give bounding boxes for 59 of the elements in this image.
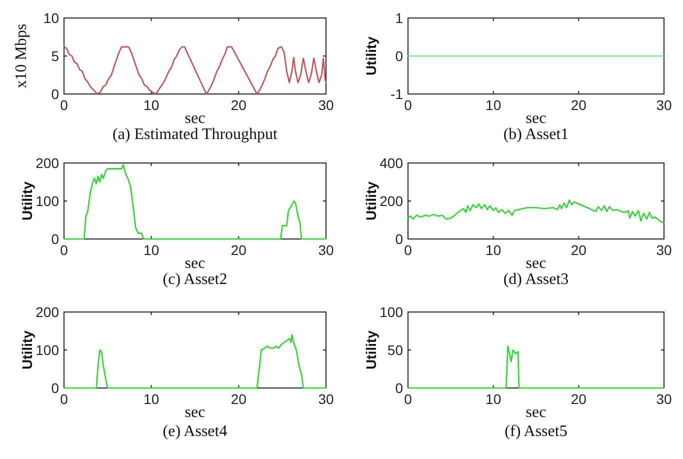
text: (b) Asset1 [503, 126, 569, 143]
x-axis-title: sec [526, 110, 546, 127]
x-axis-title: sec [526, 404, 546, 421]
text: (c) Asset2 [162, 271, 228, 288]
y-tick-label: 1 [395, 10, 404, 26]
x-tick-label: 20 [230, 242, 247, 258]
y-tick-label: 200 [36, 304, 60, 320]
y-tick-label: 0 [395, 380, 404, 396]
y-axis-title: x10 Mbps [13, 24, 30, 88]
y-tick-label: 100 [380, 304, 404, 320]
x-axis-title: sec [526, 255, 546, 272]
text: (a) Estimated Throughput [112, 126, 278, 143]
x-tick-label: 30 [656, 242, 672, 258]
y-tick-label: 0 [51, 231, 60, 247]
x-tick-label: 10 [486, 242, 502, 258]
x-axis-title: sec [184, 404, 206, 421]
y-axis-title: Utility [363, 181, 379, 220]
x-tick-label: 10 [144, 242, 160, 258]
x-tick-label: 20 [230, 97, 247, 113]
x-tick-label: 30 [656, 97, 672, 113]
y-tick-label: 100 [36, 193, 60, 209]
y-axis-title: Utility [19, 330, 35, 370]
line-series [63, 46, 327, 95]
x-tick-label: 20 [230, 391, 247, 407]
x-tick-label: 30 [318, 97, 334, 113]
y-axis-title: Utility [363, 330, 379, 370]
y-tick-label: 100 [36, 342, 60, 358]
x-axis-title: sec [184, 110, 206, 127]
x-axis-title: sec [184, 255, 206, 272]
x-tick-label: 30 [656, 391, 672, 407]
line-series [407, 346, 665, 389]
y-tick-label: 200 [380, 193, 404, 209]
y-tick-label: 50 [387, 342, 404, 358]
x-tick-label: 30 [318, 242, 334, 258]
line-series [63, 164, 327, 240]
x-tick-label: 20 [570, 242, 587, 258]
text: (f) Asset5 [504, 423, 568, 440]
line-series [63, 334, 327, 389]
x-tick-label: 20 [570, 97, 587, 113]
y-tick-label: 200 [36, 155, 60, 171]
text: (d) Asset3 [503, 271, 569, 288]
x-tick-label: 10 [144, 97, 160, 113]
y-tick-label: 0 [395, 48, 404, 64]
y-axis-title: Utility [19, 181, 35, 220]
x-tick-label: 30 [318, 391, 334, 407]
line-series [407, 199, 665, 224]
x-tick-label: 10 [486, 391, 502, 407]
text: (e) Asset4 [162, 423, 228, 440]
y-tick-label: 0 [51, 86, 60, 102]
x-tick-label: 10 [144, 391, 160, 407]
y-tick-label: 400 [380, 155, 404, 171]
y-tick-label: 0 [395, 231, 404, 247]
y-axis-title: Utility [363, 36, 379, 76]
y-tick-label: -1 [390, 86, 404, 102]
y-tick-label: 0 [51, 380, 60, 396]
x-tick-label: 10 [486, 97, 502, 113]
y-tick-label: 10 [43, 10, 60, 26]
y-tick-label: 5 [51, 48, 60, 64]
x-tick-label: 20 [570, 391, 587, 407]
